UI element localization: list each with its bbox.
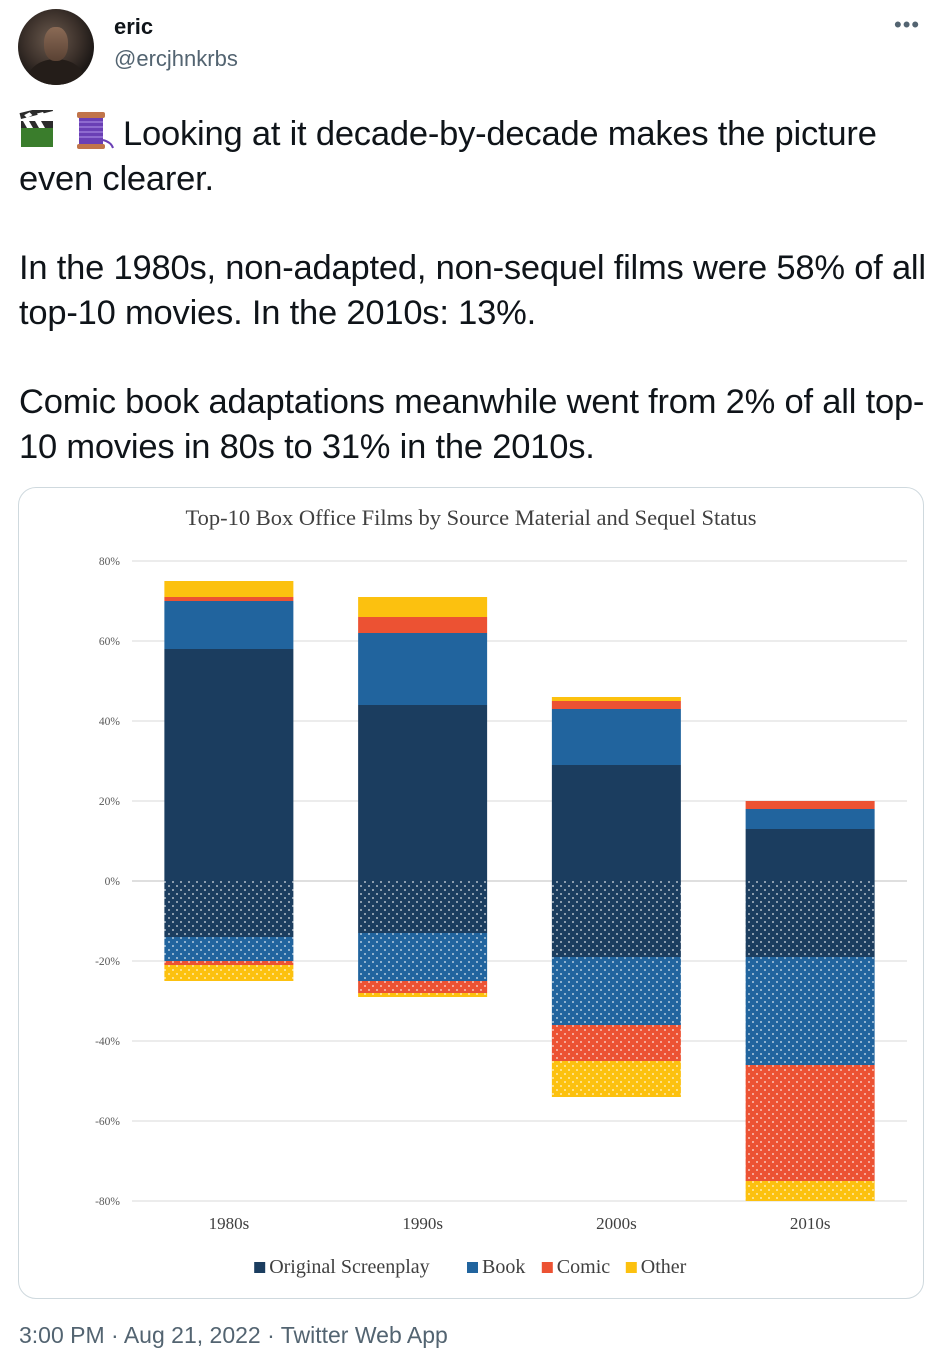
bar-book-2000s bbox=[551, 709, 681, 765]
bar-pattern-other-sequel-2000s bbox=[551, 1061, 681, 1097]
bar-book-1980s bbox=[164, 601, 294, 649]
bar-other-2000s bbox=[551, 697, 681, 701]
bar-pattern-other-sequel-1990s bbox=[358, 993, 488, 997]
x-axis-labels: 1980s 1990s 2000s 2010s bbox=[209, 1214, 831, 1233]
bar-pattern-other-sequel-2010s bbox=[745, 1181, 875, 1201]
bar-original-screenplay-1990s bbox=[358, 705, 488, 881]
tweet-paragraph-1: Looking at it decade-by-decade makes the… bbox=[19, 110, 934, 201]
x-tick-label-2000s: 2000s bbox=[596, 1214, 637, 1233]
bar-pattern-comic-sequel-1980s bbox=[164, 961, 294, 965]
bar-pattern-original-screenplay-sequel-2000s bbox=[551, 881, 681, 957]
bar-comic-1990s bbox=[358, 617, 488, 633]
bar-pattern-book-sequel-1980s bbox=[164, 937, 294, 961]
y-tick-label: -80% bbox=[95, 1196, 120, 1208]
avatar-shoulder bbox=[28, 59, 84, 85]
thread-spool-emoji bbox=[77, 112, 114, 149]
y-tick-label: 40% bbox=[99, 716, 121, 728]
y-tick-label: 80% bbox=[99, 556, 121, 568]
y-tick-label: -20% bbox=[95, 956, 120, 968]
legend-label-book: Book bbox=[482, 1256, 525, 1278]
bar-book-1990s bbox=[358, 633, 488, 705]
timestamp-separator-1: · bbox=[111, 1322, 119, 1348]
legend-label-other: Other bbox=[641, 1256, 687, 1278]
chart-title: Top-10 Box Office Films by Source Materi… bbox=[185, 505, 756, 530]
x-tick-label-1990s: 1990s bbox=[402, 1214, 443, 1233]
tweet-timestamp: 3:00 PM · Aug 21, 2022 · Twitter Web App bbox=[19, 1322, 448, 1349]
avatar-face bbox=[44, 27, 68, 61]
chart-image-card[interactable]: Top-10 Box Office Films by Source Materi… bbox=[18, 487, 924, 1299]
bar-original-screenplay-1980s bbox=[164, 649, 294, 881]
bar-pattern-original-screenplay-sequel-1990s bbox=[358, 881, 488, 933]
x-tick-label-2010s: 2010s bbox=[790, 1214, 831, 1233]
bar-original-screenplay-2010s bbox=[745, 829, 875, 881]
bar-comic-2010s bbox=[745, 801, 875, 809]
bar-pattern-book-sequel-1990s bbox=[358, 933, 488, 981]
chart-bars bbox=[164, 581, 875, 1201]
tweet-time[interactable]: 3:00 PM bbox=[19, 1322, 105, 1348]
clapper-board-emoji bbox=[19, 110, 54, 147]
tweet-paragraph-1-text: Looking at it decade-by-decade makes the… bbox=[19, 115, 877, 198]
legend-swatch-original-screenplay bbox=[254, 1262, 266, 1273]
tweet-paragraph-2: In the 1980s, non-adapted, non-sequel fi… bbox=[19, 249, 926, 332]
timestamp-separator-2: · bbox=[267, 1322, 275, 1348]
x-tick-label-1980s: 1980s bbox=[209, 1214, 250, 1233]
bar-pattern-comic-sequel-2010s bbox=[745, 1065, 875, 1181]
legend-label-original-screenplay: Original Screenplay bbox=[269, 1256, 430, 1278]
bar-comic-2000s bbox=[551, 701, 681, 709]
user-name[interactable]: eric bbox=[114, 14, 154, 39]
bar-pattern-other-sequel-1980s bbox=[164, 965, 294, 981]
stacked-bar-chart: Top-10 Box Office Films by Source Materi… bbox=[95, 505, 907, 1278]
bar-pattern-book-sequel-2000s bbox=[551, 957, 681, 1025]
bar-original-screenplay-2000s bbox=[551, 765, 681, 881]
bar-pattern-original-screenplay-sequel-2010s bbox=[745, 881, 875, 957]
tweet-date[interactable]: Aug 21, 2022 bbox=[123, 1322, 261, 1348]
legend-swatch-comic bbox=[541, 1262, 553, 1273]
bar-book-2010s bbox=[745, 809, 875, 829]
bar-pattern-book-sequel-2010s bbox=[745, 957, 875, 1065]
bar-comic-1980s bbox=[164, 597, 294, 601]
bar-pattern-comic-sequel-2000s bbox=[551, 1025, 681, 1061]
bar-pattern-comic-sequel-1990s bbox=[358, 981, 488, 993]
tweet-source[interactable]: Twitter Web App bbox=[280, 1322, 448, 1348]
y-tick-label: -60% bbox=[95, 1116, 120, 1128]
y-tick-label: -40% bbox=[95, 1036, 120, 1048]
tweet-paragraph-3: Comic book adaptations meanwhile went fr… bbox=[19, 383, 925, 466]
chart-legend: Original Screenplay Book Comic Other bbox=[254, 1256, 687, 1278]
y-tick-label: 0% bbox=[105, 876, 121, 888]
more-options-icon[interactable]: ••• bbox=[894, 12, 921, 37]
legend-swatch-other bbox=[625, 1262, 637, 1273]
y-tick-label: 20% bbox=[99, 796, 121, 808]
y-axis-ticks: 80% 60% 40% 20% 0% -20% -40% -60% -80% bbox=[95, 556, 120, 1208]
legend-swatch-book bbox=[467, 1262, 478, 1273]
bar-other-1980s bbox=[164, 581, 294, 597]
user-handle[interactable]: @ercjhnkrbs bbox=[114, 46, 238, 71]
bar-other-1990s bbox=[358, 597, 488, 617]
legend-label-comic: Comic bbox=[557, 1256, 610, 1278]
avatar[interactable] bbox=[18, 9, 94, 85]
y-tick-label: 60% bbox=[99, 636, 121, 648]
tweet-text: Looking at it decade-by-decade makes the… bbox=[19, 110, 934, 470]
bar-pattern-original-screenplay-sequel-1980s bbox=[164, 881, 294, 937]
